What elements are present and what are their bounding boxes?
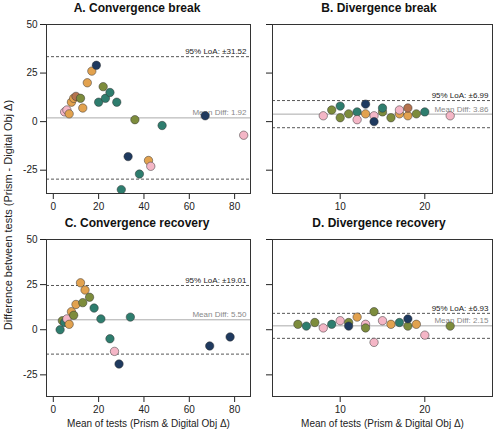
svg-text:10: 10 — [335, 404, 347, 415]
html-text:Difference between tests (Pris: Difference between tests (Prism - Digita… — [2, 99, 14, 331]
svg-text:Mean Diff: 2.15: Mean Diff: 2.15 — [434, 316, 489, 325]
svg-text:50: 50 — [26, 19, 38, 30]
svg-text:Mean Diff: 5.50: Mean Diff: 5.50 — [192, 310, 247, 319]
svg-text:95% LoA: ±31.52: 95% LoA: ±31.52 — [185, 47, 247, 56]
svg-text:Mean of tests (Prism & Digital: Mean of tests (Prism & Digital Obj Δ) — [301, 418, 464, 429]
svg-text:40: 40 — [138, 201, 150, 212]
svg-text:80: 80 — [229, 404, 241, 415]
html-text:B. Divergence break: B. Divergence break — [321, 1, 437, 15]
svg-text:95% LoA: ±6.93: 95% LoA: ±6.93 — [432, 304, 489, 313]
svg-text:0: 0 — [51, 404, 57, 415]
html-text:D. Divergence recovery: D. Divergence recovery — [312, 216, 446, 230]
html-text:A. Convergence break: A. Convergence break — [73, 1, 201, 15]
svg-text:-25: -25 — [23, 164, 38, 175]
svg-text:10: 10 — [335, 201, 347, 212]
svg-text:20: 20 — [93, 201, 105, 212]
svg-text:25: 25 — [26, 67, 38, 78]
svg-text:20: 20 — [419, 201, 431, 212]
svg-text:20: 20 — [419, 404, 431, 415]
svg-text:60: 60 — [184, 404, 196, 415]
svg-text:Mean Diff: 3.86: Mean Diff: 3.86 — [434, 105, 489, 114]
svg-text:50: 50 — [26, 234, 38, 245]
svg-text:25: 25 — [26, 279, 38, 290]
svg-text:60: 60 — [184, 201, 196, 212]
svg-text:0: 0 — [32, 324, 38, 335]
svg-text:Mean of tests (Prism & Digital: Mean of tests (Prism & Digital Obj Δ) — [67, 418, 230, 429]
html-text:C. Convergence recovery: C. Convergence recovery — [64, 216, 210, 230]
svg-text:0: 0 — [32, 116, 38, 127]
svg-text:20: 20 — [93, 404, 105, 415]
svg-text:95% LoA: ±19.01: 95% LoA: ±19.01 — [185, 276, 247, 285]
svg-text:95% LoA: ±6.99: 95% LoA: ±6.99 — [432, 91, 489, 100]
svg-text:80: 80 — [229, 201, 241, 212]
svg-text:-25: -25 — [23, 369, 38, 380]
svg-text:Mean Diff: 1.92: Mean Diff: 1.92 — [192, 108, 247, 117]
svg-text:40: 40 — [138, 404, 150, 415]
svg-text:0: 0 — [51, 201, 57, 212]
